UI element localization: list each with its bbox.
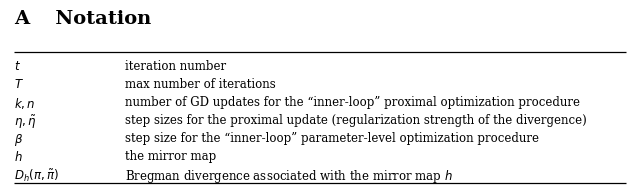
Text: step sizes for the proximal update (regularization strength of the divergence): step sizes for the proximal update (regu… (125, 114, 586, 127)
Text: iteration number: iteration number (125, 60, 226, 73)
Text: $D_h(\pi, \tilde{\pi})$: $D_h(\pi, \tilde{\pi})$ (14, 168, 59, 184)
Text: Bregman divergence associated with the mirror map $h$: Bregman divergence associated with the m… (125, 168, 452, 185)
Text: $t$: $t$ (14, 60, 21, 73)
Text: A  Notation: A Notation (14, 10, 151, 28)
Text: $\beta$: $\beta$ (14, 132, 23, 148)
Text: the mirror map: the mirror map (125, 150, 216, 163)
Text: $T$: $T$ (14, 78, 24, 91)
Text: max number of iterations: max number of iterations (125, 78, 276, 91)
Text: step size for the “inner-loop” parameter-level optimization procedure: step size for the “inner-loop” parameter… (125, 132, 539, 145)
Text: $h$: $h$ (14, 150, 23, 164)
Text: $k, n$: $k, n$ (14, 96, 36, 111)
Text: $\eta, \tilde{\eta}$: $\eta, \tilde{\eta}$ (14, 114, 36, 131)
Text: number of GD updates for the “inner-loop” proximal optimization procedure: number of GD updates for the “inner-loop… (125, 96, 580, 109)
